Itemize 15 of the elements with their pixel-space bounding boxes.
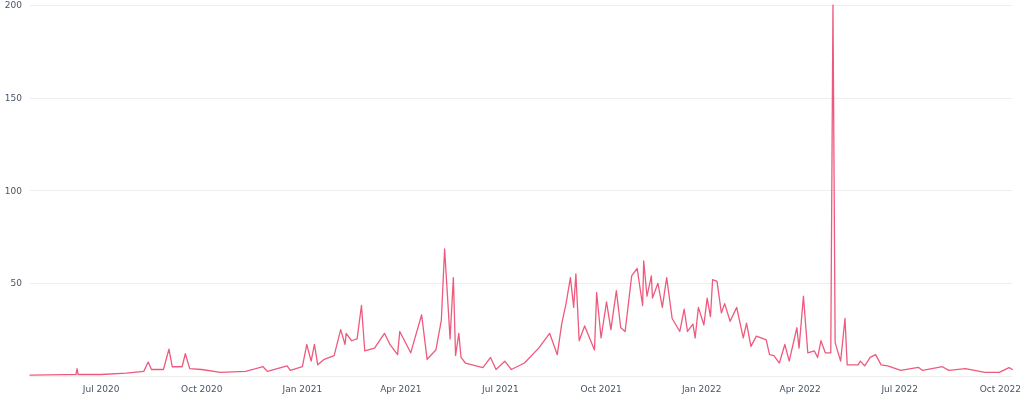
- x-tick-label: Oct 2022: [979, 383, 1021, 394]
- y-tick-label: 50: [10, 278, 23, 289]
- x-tick-label: Oct 2021: [580, 383, 622, 394]
- x-tick-label: Jul 2021: [481, 383, 519, 394]
- x-tick-label: Apr 2021: [380, 383, 422, 394]
- y-tick-label: 100: [4, 185, 23, 196]
- x-tick-label: Apr 2022: [779, 383, 821, 394]
- x-tick-label: Oct 2020: [181, 383, 223, 394]
- y-tick-label: 200: [4, 0, 23, 10]
- x-tick-label: Jan 2021: [281, 383, 323, 394]
- x-tick-label: Jul 2022: [880, 383, 919, 394]
- x-tick-label: Jan 2022: [680, 383, 722, 394]
- x-tick-label: Jul 2020: [81, 383, 120, 394]
- y-tick-label: 150: [4, 92, 23, 103]
- line-series: [29, 4, 1014, 376]
